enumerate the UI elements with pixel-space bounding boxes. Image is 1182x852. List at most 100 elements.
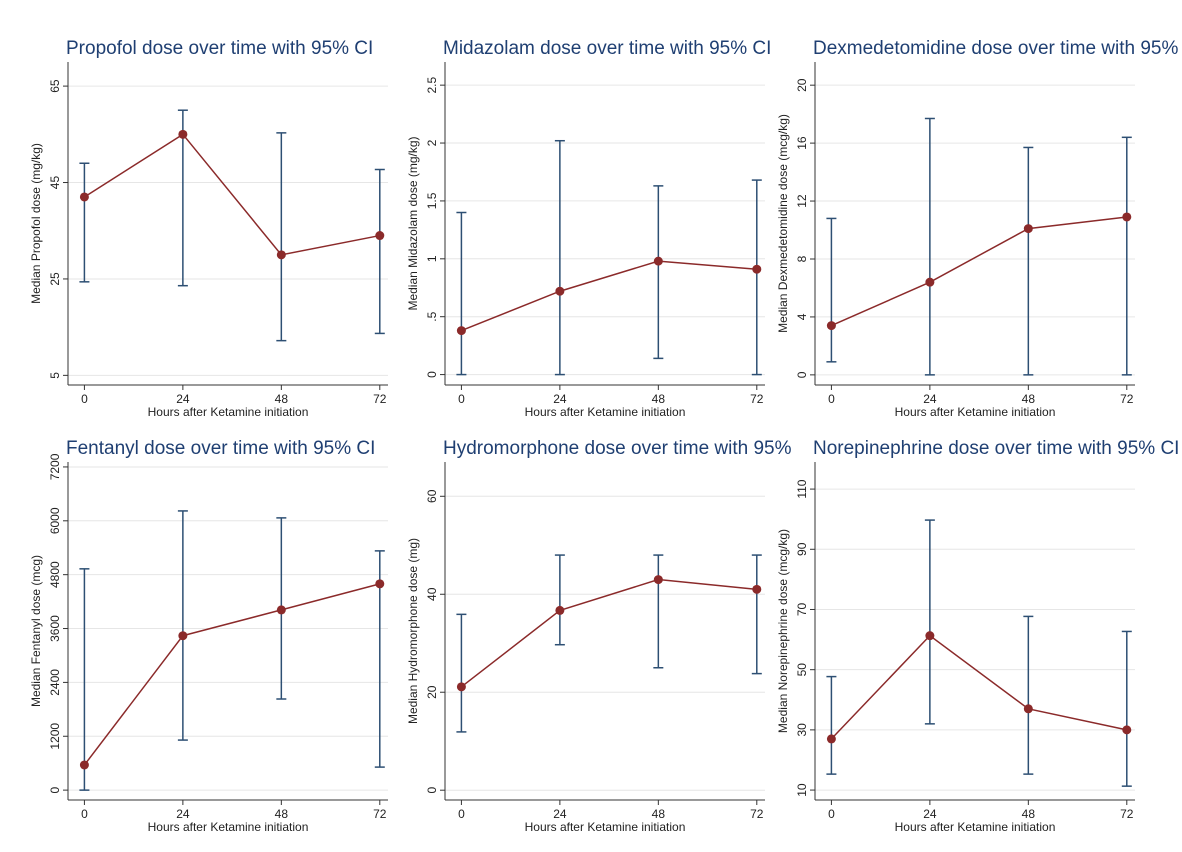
point [752,584,762,594]
y-tick-label: 1.5 [425,192,439,209]
y-tick-label: 45 [48,176,62,190]
x-axis-title: Hours after Ketamine initiation [148,405,309,419]
x-tick-label: 48 [275,807,289,821]
y-tick-label: 60 [425,489,439,503]
x-tick-label: 48 [652,807,666,821]
y-axis-title: Median Hydromorphone dose (mg) [406,538,420,724]
x-tick-label: 24 [176,807,190,821]
x-axis-title: Hours after Ketamine initiation [895,405,1056,419]
y-tick-label: 50 [795,663,809,677]
chart-title: Midazolam dose over time with 95% CI [443,38,771,59]
line [460,578,757,688]
panel: Dexmedetomidine dose over time with 95% … [776,38,1182,419]
y-tick-label: 7200 [48,453,62,480]
point [1122,212,1132,222]
x-tick-label: 48 [1022,392,1036,406]
point [826,321,836,331]
y-axis-title: Median Fentanyl dose (mcg) [29,555,43,707]
point [925,631,935,641]
x-tick-label: 24 [923,392,937,406]
y-tick-label: 12 [795,194,809,208]
panel: Hydromorphone dose over time with 95% 0 20… [406,438,792,834]
x-tick-label: 0 [828,807,835,821]
x-tick-label: 48 [1022,807,1036,821]
y-tick-label: .5 [425,311,439,321]
y-tick-label: 65 [48,79,62,93]
y-tick-label: 5 [48,372,62,379]
point [375,579,385,589]
y-axis-title: Median Norepinephrine dose (mcg/kg) [776,529,790,733]
y-tick-label: 110 [795,479,809,498]
y-tick-label: 20 [425,685,439,699]
x-tick-label: 72 [750,807,764,821]
x-tick-label: 0 [458,807,465,821]
x-tick-label: 72 [750,392,764,406]
y-tick-label: 4 [795,313,809,320]
x-tick-label: 0 [828,392,835,406]
x-tick-label: 24 [923,807,937,821]
x-axis-title: Hours after Ketamine initiation [525,820,686,834]
point [555,605,565,615]
y-tick-label: 90 [795,542,809,556]
y-axis-title: Median Propofol dose (mg/kg) [29,143,43,304]
point [1122,725,1132,735]
chart-title: Norepinephrine dose over time with 95% C… [813,438,1179,459]
y-axis-title: Median Dexmedetomidine dose (mcg/kg) [776,114,790,333]
y-tick-label: 40 [425,587,439,601]
y-tick-label: 0 [425,787,439,794]
chart-title: Dexmedetomidine dose over time with 95% … [813,38,1182,59]
y-tick-label: 1200 [48,723,62,750]
line [84,133,380,256]
x-axis-title: Hours after Ketamine initiation [525,405,686,419]
point [752,264,762,274]
point [375,231,385,241]
y-tick-label: 30 [795,723,809,737]
point [79,192,89,202]
x-tick-label: 24 [553,807,567,821]
point [178,631,188,641]
y-tick-label: 2 [425,139,439,146]
panel: Norepinephrine dose over time with 95% C… [776,438,1179,834]
y-tick-label: 20 [795,78,809,92]
y-tick-label: 16 [795,136,809,150]
x-tick-label: 48 [275,392,289,406]
point [653,575,663,585]
y-tick-label: 6000 [48,507,62,534]
x-tick-label: 0 [81,807,88,821]
x-tick-label: 48 [652,392,666,406]
x-tick-label: 0 [81,392,88,406]
y-tick-label: 0 [795,371,809,378]
y-tick-label: 3600 [48,615,62,642]
x-tick-label: 72 [1120,807,1134,821]
line [830,634,1127,740]
y-tick-label: 2.5 [425,76,439,93]
y-tick-label: 8 [795,255,809,262]
point [826,734,836,744]
x-axis-title: Hours after Ketamine initiation [148,820,309,834]
y-tick-label: 0 [425,371,439,378]
y-tick-label: 1 [425,255,439,262]
point [456,682,466,692]
y-tick-label: 2400 [48,669,62,696]
x-tick-label: 72 [1120,392,1134,406]
point [456,326,466,336]
y-tick-label: 25 [48,272,62,286]
y-tick-label: 10 [795,783,809,797]
point [555,286,565,296]
x-tick-label: 24 [176,392,190,406]
chart-title: Hydromorphone dose over time with 95% [443,438,792,459]
line [831,216,1127,327]
line [83,583,380,766]
y-axis-title: Median Midazolam dose (mg/kg) [406,136,420,310]
y-tick-label: 4800 [48,561,62,588]
point [653,256,663,266]
x-tick-label: 24 [553,392,567,406]
x-axis-title: Hours after Ketamine initiation [895,820,1056,834]
x-tick-label: 0 [458,392,465,406]
point [178,129,188,139]
x-tick-label: 72 [373,807,387,821]
y-tick-label: 70 [795,602,809,616]
chart-title: Fentanyl dose over time with 95% CI [66,438,375,459]
point [276,605,286,615]
